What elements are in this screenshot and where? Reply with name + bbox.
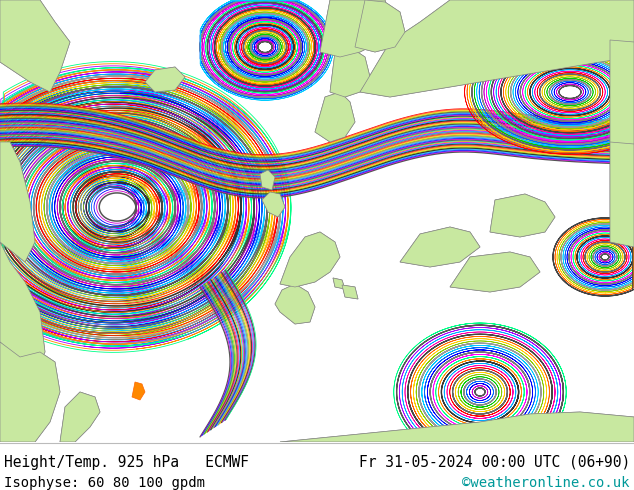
Polygon shape [610,137,634,247]
Polygon shape [330,47,370,97]
Text: Isophyse: 60 80 100 gpdm: Isophyse: 60 80 100 gpdm [4,476,205,490]
Polygon shape [60,392,100,442]
Text: Height/Temp. 925 hPa   ECMWF: Height/Temp. 925 hPa ECMWF [4,455,249,470]
Polygon shape [260,170,275,190]
Polygon shape [262,192,285,217]
Polygon shape [360,0,634,97]
Polygon shape [320,0,390,57]
Polygon shape [342,285,358,299]
Polygon shape [400,227,480,267]
Polygon shape [0,142,35,262]
Text: ©weatheronline.co.uk: ©weatheronline.co.uk [462,476,630,490]
Polygon shape [490,194,555,237]
Polygon shape [400,227,480,267]
Polygon shape [0,242,45,372]
Polygon shape [132,382,145,400]
Polygon shape [0,342,60,442]
Polygon shape [0,142,35,262]
Polygon shape [320,0,390,57]
Polygon shape [333,278,345,289]
Polygon shape [355,0,405,52]
Polygon shape [610,40,634,144]
Polygon shape [450,252,540,292]
Polygon shape [0,342,60,442]
Polygon shape [145,67,185,92]
Polygon shape [330,47,370,97]
Text: Fr 31-05-2024 00:00 UTC (06+90): Fr 31-05-2024 00:00 UTC (06+90) [359,455,630,470]
Polygon shape [610,40,634,144]
Polygon shape [355,0,405,52]
Polygon shape [490,194,555,237]
Polygon shape [0,242,45,372]
Polygon shape [315,92,355,142]
Polygon shape [342,285,358,299]
Polygon shape [280,412,634,442]
Polygon shape [0,0,70,92]
Polygon shape [0,0,70,92]
Polygon shape [280,412,634,442]
Polygon shape [333,278,345,289]
Polygon shape [262,192,285,217]
Polygon shape [450,252,540,292]
Polygon shape [260,170,275,190]
Polygon shape [610,137,634,247]
Polygon shape [145,67,185,92]
Polygon shape [280,232,340,287]
Polygon shape [280,232,340,287]
Polygon shape [60,392,100,442]
Polygon shape [315,92,355,142]
Polygon shape [360,0,634,97]
Polygon shape [275,284,315,324]
Polygon shape [275,284,315,324]
